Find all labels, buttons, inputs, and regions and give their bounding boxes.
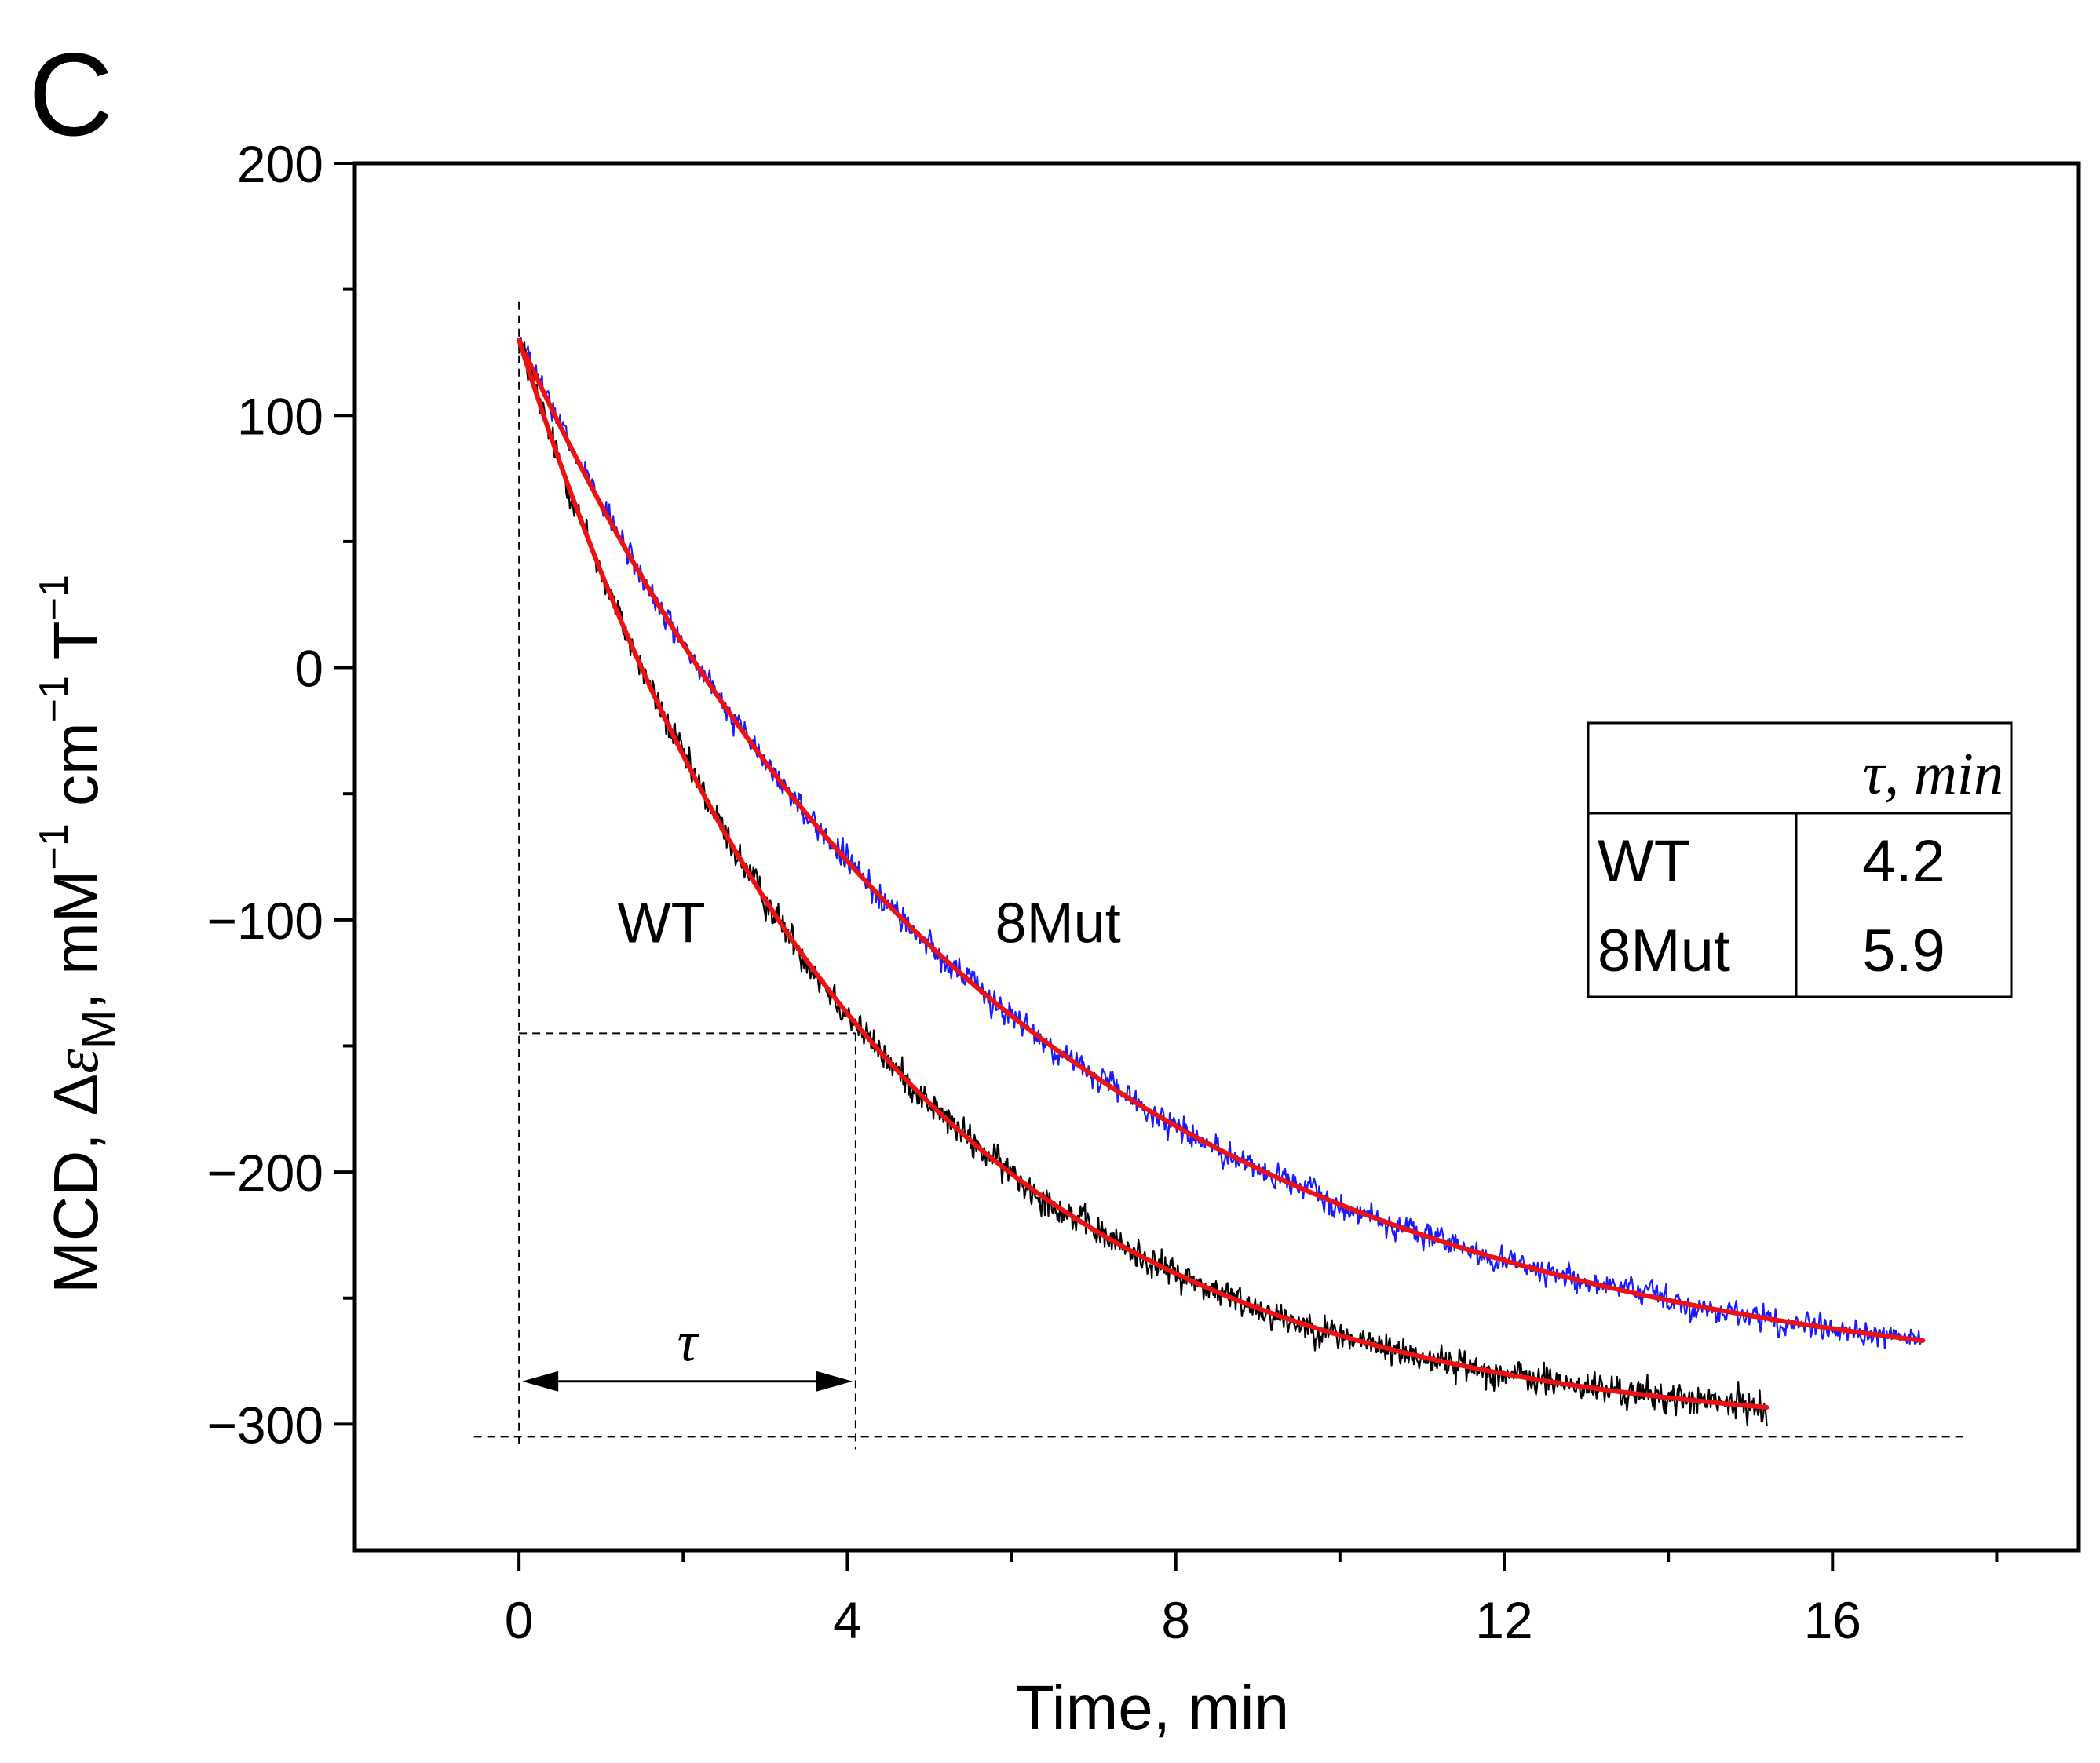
y-axis-title-sup2: −1 [31,676,77,722]
tau-arrow-head-right [816,1371,853,1392]
y-axis-title-sup3: −1 [31,575,77,621]
y-axis-title-units-mid: cm [41,722,111,823]
y-tick-label: 100 [237,387,323,445]
tau-table: τ, min WT 4.2 8Mut 5.9 [1587,721,2013,998]
y-axis-title-sub: M [72,1009,125,1049]
y-tick-label: 0 [294,640,323,698]
series-data-wt [518,341,1768,1427]
tau-label: τ [677,1311,699,1374]
tau-arrow-head-left [522,1371,559,1392]
tau-table-row-8mut-value: 5.9 [1862,918,1945,984]
y-tick-label: 200 [237,135,323,193]
y-tick-label: −100 [206,892,323,950]
y-axis-title-prefix: MCD, Δ [41,1074,111,1294]
series-label-8mut: 8Mut [995,892,1121,955]
series-layer [517,336,1926,1427]
tau-table-header-text: τ, min [1863,741,2003,807]
x-tick-label: 4 [833,1591,862,1649]
tau-table-row-8mut-label: 8Mut [1598,918,1730,984]
y-axis-title-units-pre: , mM [41,871,111,1010]
tau-table-frame [1587,721,2013,998]
x-tick-label: 8 [1161,1591,1190,1649]
tau-table-row-wt-label: WT [1598,828,1690,895]
y-axis-title-epsilon: ε [42,1049,111,1074]
y-tick-label: −200 [206,1144,323,1202]
y-tick-label: −300 [206,1396,323,1454]
guide-lines [473,301,1964,1450]
panel-label: C [28,28,113,160]
axes: 0 4 8 12 16 200 100 0 −100 −200 −300 [206,135,1999,1649]
x-tick-label: 12 [1475,1591,1532,1649]
y-axis-title: MCD, ΔεM, mM−1 cm−1 T−1 [31,575,125,1294]
tau-table-row-wt-value: 4.2 [1862,828,1945,895]
series-fit-8mut [517,337,1926,1343]
plot-frame [352,161,2081,1553]
y-axis-title-units-post: T [41,621,111,676]
x-axis-title: Time, min [1016,1673,1289,1743]
series-label-wt: WT [618,892,706,955]
x-tick-label: 16 [1804,1591,1861,1649]
series-fit-wt [517,337,1769,1410]
tau-arrow: τ [522,1311,853,1392]
y-axis-title-sup1: −1 [31,823,77,870]
tau-table-header: τ, min [1863,741,2003,807]
x-tick-label: 0 [505,1591,534,1649]
